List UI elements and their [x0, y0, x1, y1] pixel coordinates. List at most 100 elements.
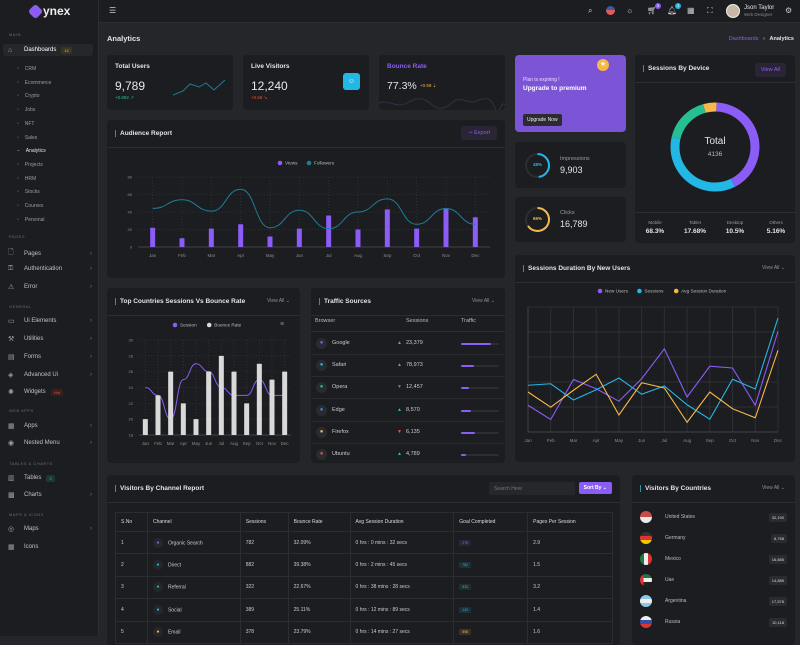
sidebar-subitem-courses[interactable]: Courses: [17, 203, 44, 209]
search-icon[interactable]: ⌕: [588, 6, 593, 15]
sidebar-item-charts[interactable]: ▩ Charts ›: [8, 492, 92, 499]
legend-label[interactable]: Session: [180, 323, 197, 328]
donut-segment-mobile[interactable]: [670, 102, 760, 192]
bar-bounce-rate[interactable]: [193, 419, 199, 435]
traffic-row[interactable]: ● Edge ▲ 8,570: [311, 400, 505, 422]
bell-icon[interactable]: 🔔︎ 3: [667, 3, 682, 15]
cart-icon[interactable]: 🛒︎ 5: [647, 3, 662, 15]
line-followers[interactable]: [152, 188, 476, 230]
sidebar-item-forms[interactable]: ▤ Forms ›: [8, 354, 92, 361]
line-new-users[interactable]: [527, 331, 779, 421]
table-row[interactable]: 2 ● Direct 882 39.38% 0 hrs : 2 mins : 45 sec…: [115, 553, 613, 577]
bar-bounce-rate[interactable]: [269, 379, 275, 435]
view-all-dropdown[interactable]: View All ⌄: [471, 298, 495, 304]
traffic-row[interactable]: ● Google ▲ 23,379: [311, 333, 505, 355]
search-input[interactable]: [489, 482, 575, 495]
country-row[interactable]: Germany 8,798: [632, 532, 795, 548]
traffic-row[interactable]: ● Firefox ▼ 6,135: [311, 422, 505, 444]
country-row[interactable]: Uae 14,885: [632, 574, 795, 590]
bar-views[interactable]: [267, 236, 273, 248]
settings-icon[interactable]: ⚙: [785, 6, 793, 15]
bar-views[interactable]: [296, 228, 302, 247]
bar-views[interactable]: [414, 228, 420, 247]
view-all-dropdown[interactable]: View All ⌄: [266, 298, 290, 304]
bar-bounce-rate[interactable]: [142, 419, 148, 435]
avatar[interactable]: [726, 4, 740, 18]
legend-label[interactable]: New Users: [605, 289, 629, 294]
legend-label[interactable]: Views: [285, 161, 298, 166]
logo[interactable]: ynex: [27, 3, 70, 19]
bar-bounce-rate[interactable]: [218, 355, 224, 435]
table-row[interactable]: 1 ● Organic Search 782 32.09% 0 hrs : 0 mins …: [115, 530, 613, 555]
bar-views[interactable]: [384, 209, 390, 247]
view-all-button[interactable]: View All: [754, 63, 786, 77]
table-row[interactable]: 5 ● Email 378 23.79% 0 hrs : 14 mins : 27 sec…: [115, 620, 613, 644]
sidebar-item-tables[interactable]: ▥ Tables 3: [8, 474, 92, 482]
sidebar-item-advanced-ui[interactable]: ◈ Advanced Ui ›: [8, 372, 92, 379]
chart-menu-icon[interactable]: ≡: [280, 321, 285, 328]
sidebar-item-pages[interactable]: 🗋 Pages ›: [8, 248, 92, 259]
traffic-row[interactable]: ● Safari ▲ 78,973: [311, 355, 505, 378]
sidebar-item-nested-menu[interactable]: ◉ Nested Menu ›: [8, 440, 92, 447]
sidebar-subitem-ecommerce[interactable]: Ecommerce: [17, 80, 52, 86]
sidebar-item-icons[interactable]: ▦ Icons: [8, 544, 39, 551]
table-row[interactable]: 4 ● Social 389 25.11% 0 hrs : 12 mins : 89 se…: [115, 598, 613, 622]
fullscreen-icon[interactable]: ⛶: [707, 6, 713, 15]
sidebar-subitem-jobs[interactable]: Jobs: [17, 107, 36, 113]
sidebar-subitem-hrm[interactable]: HRM: [17, 176, 36, 182]
bar-views[interactable]: [150, 227, 156, 247]
legend-label[interactable]: Avg Session Duration: [681, 289, 726, 294]
bar-views[interactable]: [472, 217, 478, 247]
sidebar-item-widgets[interactable]: ✺ Widgets Hot: [8, 388, 92, 396]
bar-bounce-rate[interactable]: [244, 403, 250, 435]
bar-views[interactable]: [326, 215, 332, 248]
bar-bounce-rate[interactable]: [206, 371, 212, 435]
bar-views[interactable]: [179, 238, 185, 247]
legend-label[interactable]: Sessions: [644, 289, 664, 294]
export-button[interactable]: ⇾ Export: [460, 126, 497, 140]
sidebar-subitem-stocks[interactable]: Stocks: [17, 189, 40, 195]
country-row[interactable]: Mexico 16,885: [632, 553, 795, 569]
traffic-row[interactable]: ● Opera ▼ 12,457: [311, 377, 505, 400]
sidebar-item-dashboards[interactable]: ⌂ Dashboards 12: [3, 44, 93, 56]
sidebar-subitem-personal[interactable]: Personal: [17, 217, 45, 223]
country-row[interactable]: United States 32,190: [632, 511, 795, 527]
bar-bounce-rate[interactable]: [231, 371, 237, 435]
country-row[interactable]: Argentina 17,578: [632, 595, 795, 611]
traffic-row[interactable]: ● Ubuntu ▲ 4,789: [311, 444, 505, 463]
upgrade-now-button[interactable]: Upgrade Now: [523, 114, 562, 126]
breadcrumb-dashboards[interactable]: Dashboards: [728, 36, 759, 42]
bar-views[interactable]: [238, 224, 244, 247]
view-all-dropdown[interactable]: View All ⌄: [761, 265, 785, 271]
view-all-dropdown[interactable]: View All ⌄: [761, 485, 785, 491]
sidebar-subitem-sales[interactable]: Sales: [17, 135, 38, 141]
sidebar-subitem-projects[interactable]: Projects: [17, 162, 43, 168]
bar-views[interactable]: [443, 208, 449, 248]
sort-by-button[interactable]: Sort By ⌄: [578, 482, 612, 494]
sidebar-subitem-nft[interactable]: NFT: [17, 121, 35, 127]
sidebar-item-error[interactable]: ⚠ Error ›: [8, 284, 92, 291]
legend-label[interactable]: Followers: [314, 161, 335, 166]
line-avg-session-duration[interactable]: [527, 350, 779, 424]
bar-views[interactable]: [355, 229, 361, 248]
legend-label[interactable]: Bounce Rate: [214, 323, 241, 328]
country-row[interactable]: Russia 10,118: [632, 616, 795, 632]
bar-bounce-rate[interactable]: [282, 371, 288, 435]
sidebar-subitem-crm[interactable]: CRM: [17, 66, 36, 72]
apps-grid-icon[interactable]: ▦: [687, 6, 695, 15]
us-flag-icon[interactable]: [606, 6, 615, 15]
sidebar-item-maps[interactable]: ◎ Maps ›: [8, 526, 92, 533]
theme-toggle-icon[interactable]: ☼: [626, 6, 634, 15]
bar-bounce-rate[interactable]: [256, 363, 262, 435]
sidebar-item-ui-elements[interactable]: ▭ Ui Elements ›: [8, 318, 92, 325]
line-sessions[interactable]: [527, 317, 779, 421]
donut-segment-tablet[interactable]: [670, 102, 760, 192]
sidebar-item-utilities[interactable]: ⚒ Utilities ›: [8, 336, 92, 343]
bar-views[interactable]: [208, 228, 214, 247]
user-name[interactable]: Json Taylor: [744, 5, 775, 11]
sidebar-item-apps[interactable]: ▦ Apps ›: [8, 423, 92, 430]
bar-bounce-rate[interactable]: [180, 403, 186, 435]
menu-toggle-icon[interactable]: ☰: [109, 6, 117, 15]
sidebar-item-authentication[interactable]: ⚿ Authentication ›: [8, 265, 92, 272]
bar-bounce-rate[interactable]: [155, 395, 161, 435]
